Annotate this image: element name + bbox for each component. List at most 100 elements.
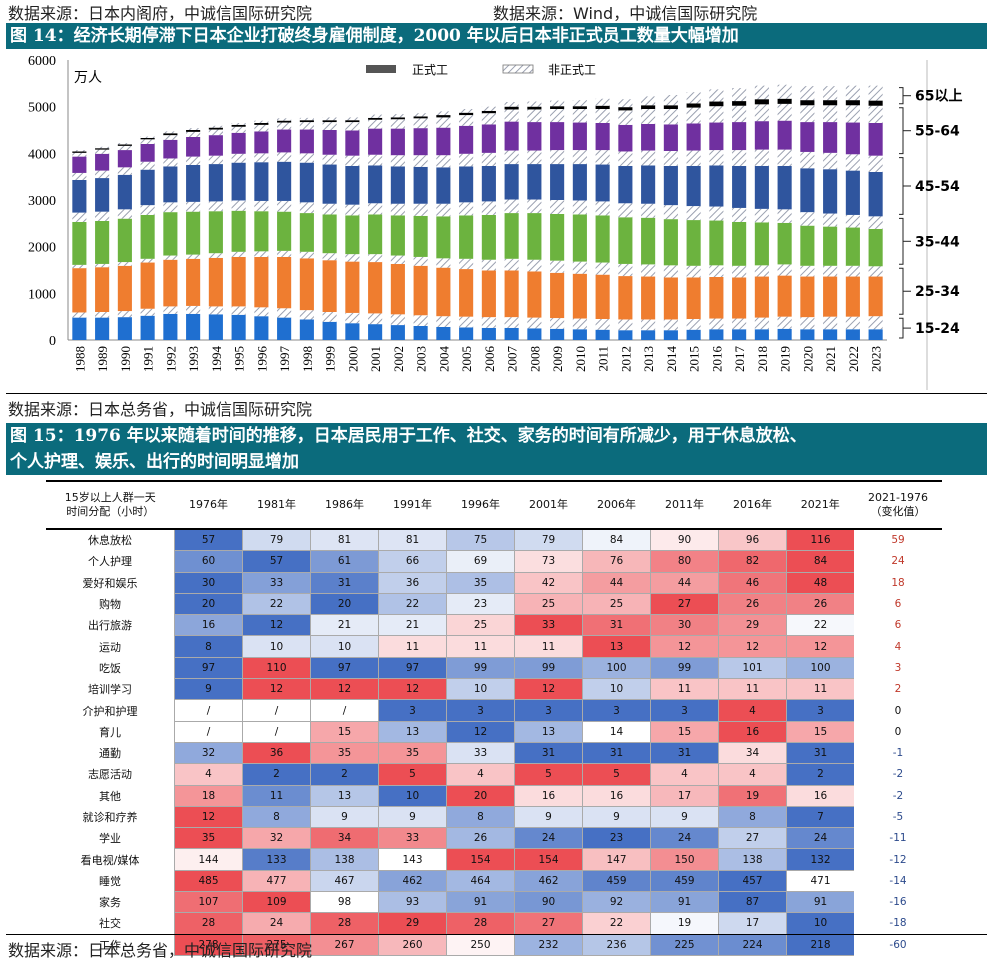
bar-segment bbox=[572, 261, 587, 274]
bar-segment bbox=[231, 314, 246, 340]
bar-segment bbox=[686, 265, 701, 278]
value-cell: 138 bbox=[718, 848, 787, 871]
bar-segment bbox=[277, 161, 292, 201]
bar-segment bbox=[572, 150, 587, 165]
bar-segment bbox=[254, 211, 269, 252]
bar-segment bbox=[572, 214, 587, 262]
value-cell: 10 bbox=[310, 635, 379, 658]
value-cell: 36 bbox=[242, 742, 311, 765]
x-tick-label: 1997 bbox=[277, 346, 292, 373]
bar-segment bbox=[732, 207, 747, 222]
value-cell: 224 bbox=[718, 934, 787, 956]
bar-segment bbox=[641, 96, 656, 106]
bar-segment bbox=[140, 214, 155, 259]
bar-segment bbox=[618, 319, 633, 331]
bar-segment bbox=[368, 119, 383, 129]
bar-segment bbox=[686, 150, 701, 166]
fig14-title: 图 14：经济长期停滞下日本企业打破终身雇佣制度，2000 年以后日本非正式员工… bbox=[10, 26, 739, 46]
fig15-title-line2: 个人护理、娱乐、出行的时间明显增加 bbox=[10, 452, 299, 472]
x-tick-label: 2006 bbox=[482, 346, 497, 373]
bar-segment bbox=[368, 313, 383, 325]
value-cell: 60 bbox=[174, 550, 243, 573]
bar-segment bbox=[413, 113, 428, 117]
value-cell: 107 bbox=[174, 891, 243, 914]
value-cell: 57 bbox=[174, 529, 243, 552]
value-cell: 31 bbox=[582, 614, 651, 637]
legend-label-nonregular: 非正式工 bbox=[548, 63, 596, 77]
bar-segment bbox=[527, 199, 542, 214]
source-top-left: 数据来源：日本内阁府，中诚信国际研究院 bbox=[8, 4, 313, 23]
value-cell: 13 bbox=[582, 635, 651, 658]
value-cell: 29 bbox=[378, 912, 447, 935]
bar-segment bbox=[481, 327, 496, 340]
value-cell: / bbox=[242, 699, 311, 722]
bar-segment bbox=[390, 325, 405, 340]
bar-segment bbox=[527, 271, 542, 318]
bar-segment bbox=[231, 251, 246, 257]
bar-segment bbox=[390, 128, 405, 156]
bar-segment bbox=[459, 202, 474, 216]
bar-segment bbox=[117, 218, 132, 263]
value-cell: 3 bbox=[786, 699, 854, 722]
x-tick-label: 2019 bbox=[778, 346, 793, 372]
value-cell: 32 bbox=[174, 742, 243, 765]
value-cell: 19 bbox=[650, 912, 719, 935]
bar-segment bbox=[800, 265, 815, 277]
age-group-label: 15-24 bbox=[915, 321, 960, 337]
bar-segment bbox=[618, 217, 633, 264]
bar-segment bbox=[459, 258, 474, 270]
bar-segment bbox=[390, 255, 405, 264]
change-cell: 24 bbox=[891, 555, 905, 568]
bar-segment bbox=[299, 153, 314, 163]
x-tick-label: 2011 bbox=[596, 346, 611, 372]
value-cell: 4 bbox=[174, 763, 243, 786]
bar-segment bbox=[117, 317, 132, 340]
value-cell: 15 bbox=[310, 721, 379, 743]
bar-segment bbox=[686, 103, 701, 108]
bar-segment bbox=[845, 122, 860, 155]
bar-segment bbox=[322, 321, 337, 340]
divider-line-bottom bbox=[6, 934, 987, 935]
fig15-title-band: 图 15：1976 年以来随着时间的推移，日本居民用于工作、社交、家务的时间有所… bbox=[6, 423, 987, 475]
bar-segment bbox=[436, 267, 451, 317]
bar-segment bbox=[163, 139, 178, 159]
bar-segment bbox=[459, 316, 474, 328]
bar-segment bbox=[777, 120, 792, 150]
bar-segment bbox=[208, 314, 223, 340]
bar-segment bbox=[823, 213, 838, 227]
bar-segment bbox=[777, 103, 792, 121]
bar-segment bbox=[140, 139, 155, 144]
bar-segment bbox=[845, 154, 860, 171]
bar-segment bbox=[800, 151, 815, 169]
bar-segment bbox=[413, 128, 428, 156]
x-tick-label: 1998 bbox=[300, 346, 315, 372]
bar-segment bbox=[663, 330, 678, 340]
bar-segment bbox=[254, 316, 269, 340]
change-cell: 6 bbox=[894, 598, 902, 611]
bar-segment bbox=[117, 174, 132, 210]
value-cell: 236 bbox=[582, 934, 651, 956]
bar-segment bbox=[72, 172, 87, 180]
bar-segment bbox=[413, 256, 428, 266]
y-tick-label: 0 bbox=[49, 334, 56, 349]
bar-segment bbox=[368, 128, 383, 155]
bar-segment bbox=[572, 164, 587, 201]
value-cell: 79 bbox=[514, 529, 583, 552]
value-cell: 20 bbox=[174, 593, 243, 616]
bar-segment bbox=[550, 150, 565, 165]
bar-segment bbox=[527, 164, 542, 200]
value-cell: 90 bbox=[514, 891, 583, 914]
value-cell: / bbox=[310, 699, 379, 722]
change-cell: 6 bbox=[894, 619, 902, 632]
value-cell: 33 bbox=[446, 742, 515, 765]
value-cell: 10 bbox=[786, 912, 854, 935]
bar-segment bbox=[845, 170, 860, 215]
bar-segment bbox=[436, 111, 451, 116]
bar-segment bbox=[413, 116, 428, 119]
value-cell: 31 bbox=[582, 742, 651, 765]
bar-segment bbox=[117, 167, 132, 175]
column-header: 2011年 bbox=[650, 480, 719, 530]
bar-segment bbox=[345, 215, 360, 255]
bar-segment bbox=[504, 102, 519, 107]
bar-segment bbox=[641, 150, 656, 166]
